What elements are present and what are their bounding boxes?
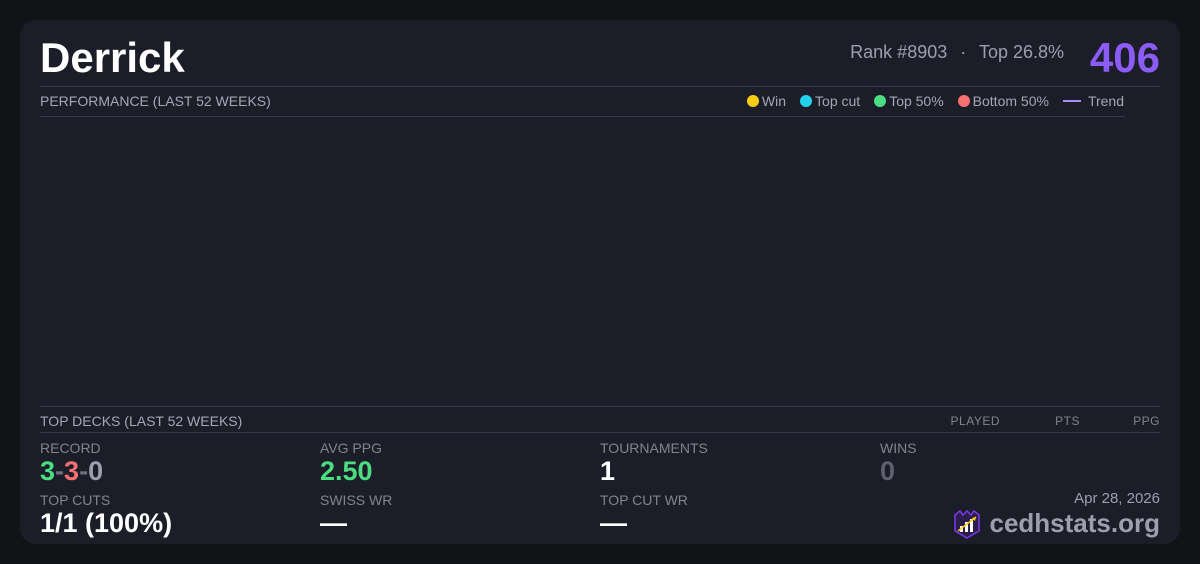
brand: cedhstats.org [952,508,1161,539]
trend-line-icon [1062,100,1081,102]
player-name: Derrick [40,34,185,81]
stat-swiss-wr: SWISS WR — [320,492,392,539]
column-pts: PTS [1055,414,1080,428]
record-value: 3-3-0 [40,456,103,487]
legend-win: Win [746,93,787,109]
stat-value: 0 [880,456,896,486]
record-losses: 3 [64,456,80,486]
rank: Rank #8903 [850,42,948,62]
brand-name: cedhstats.org [989,508,1161,538]
chart-legend: Win Top cut Top 50% Bottom 50% Trend [746,93,1124,109]
stat-label: RECORD [40,440,101,456]
stat-label: WINS [880,440,917,456]
legend-top-cut: Top cut [800,93,860,109]
performance-title: PERFORMANCE (LAST 52 WEEKS) [40,93,271,109]
top-cut-dot-icon [800,95,813,107]
record-draws: 0 [88,456,104,486]
record-wins: 3 [40,456,56,486]
legend-label: Win [761,93,787,109]
stat-value: 1/1 (100%) [40,508,173,538]
legend-label: Trend [1087,93,1124,109]
top-50-dot-icon [874,95,887,107]
legend-label: Top 50% [889,93,944,109]
divider [40,116,1125,117]
bottom-50-dot-icon [957,95,970,107]
legend-label: Bottom 50% [972,93,1049,109]
player-card: Derrick Rank #8903 · Top 26.8% 406 PERFO… [20,20,1180,544]
column-ppg: PPG [1133,414,1160,428]
stat-value: 2.50 [320,456,373,486]
stat-top-cuts: TOP CUTS 1/1 (100%) [40,492,172,539]
divider [40,432,1160,433]
cedhstats-logo-icon [953,509,980,539]
stat-label: TOP CUTS [40,492,111,508]
stat-record: RECORD 3-3-0 [40,440,103,487]
legend-trend: Trend [1062,93,1124,109]
legend-top-50: Top 50% [874,93,944,109]
stat-avg-ppg: AVG PPG 2.50 [320,440,382,487]
stat-value: 1 [600,456,616,486]
divider [40,86,1160,87]
win-dot-icon [746,95,759,107]
column-played: PLAYED [950,414,1000,428]
sep: - [79,456,89,486]
stat-wins: WINS 0 [880,440,917,487]
top-decks-title: TOP DECKS (LAST 52 WEEKS) [40,413,243,429]
stat-label: SWISS WR [320,492,393,508]
stat-label: TOURNAMENTS [600,440,708,456]
score: 406 [1089,34,1160,81]
stat-value: — [600,508,627,538]
legend-bottom-50: Bottom 50% [957,93,1049,109]
stat-label: AVG PPG [320,440,382,456]
rank-info: Rank #8903 · Top 26.8% [850,42,1064,63]
sep: - [55,456,65,486]
top-percent: Top 26.8% [978,42,1064,62]
stat-label: TOP CUT WR [600,492,688,508]
divider [40,406,1160,407]
stat-tournaments: TOURNAMENTS 1 [600,440,708,487]
stat-value: — [320,508,347,538]
stat-top-cut-wr: TOP CUT WR — [600,492,688,539]
performance-chart-area [40,117,1125,405]
date: Apr 28, 2026 [1074,490,1160,507]
legend-label: Top cut [815,93,861,109]
separator: · [960,42,967,62]
